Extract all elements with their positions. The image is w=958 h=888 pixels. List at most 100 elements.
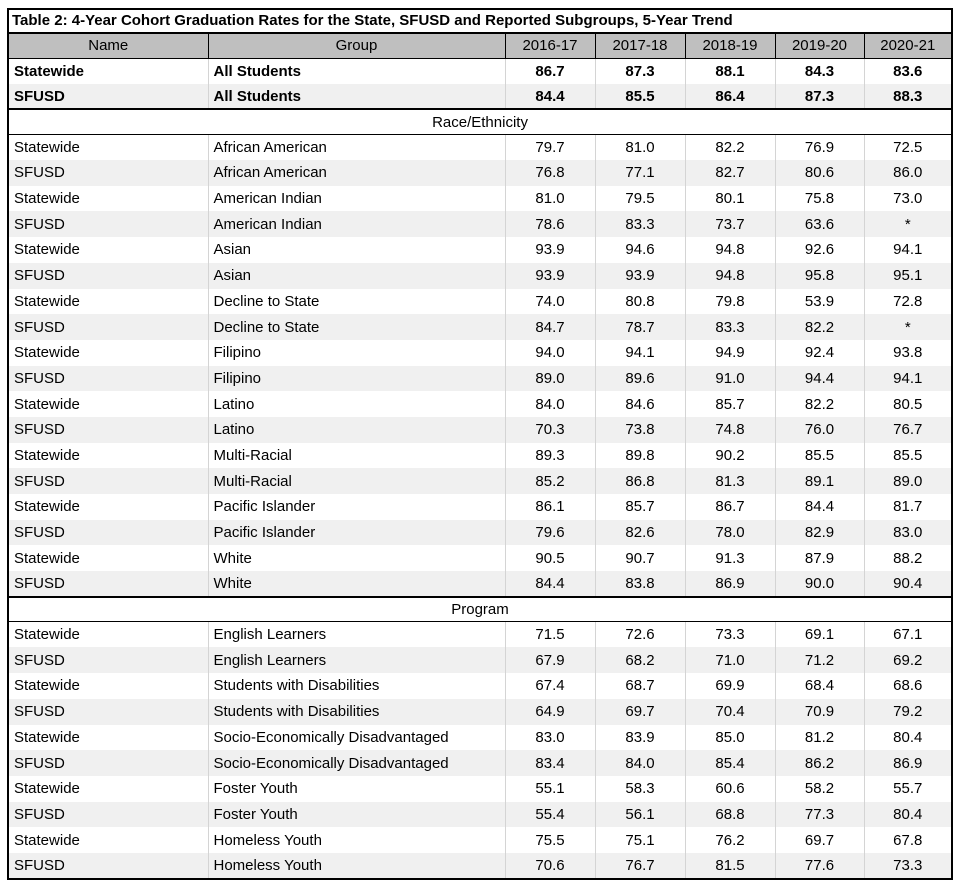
- value-cell: 80.6: [774, 160, 864, 186]
- value-cell: 68.2: [594, 647, 685, 674]
- column-header-2019-20: 2019-20: [774, 33, 864, 59]
- value-cell: 69.2: [863, 647, 953, 674]
- value-cell: 71.2: [774, 647, 864, 674]
- value-cell: 86.9: [684, 571, 775, 597]
- name-cell: Statewide: [14, 446, 80, 464]
- section-label: Program: [8, 595, 953, 623]
- value-cell: 92.6: [774, 237, 864, 263]
- value-cell: 79.8: [684, 288, 775, 315]
- group-cell: Homeless Youth: [207, 827, 505, 853]
- value-cell: 94.6: [594, 237, 685, 263]
- value-cell: 67.1: [863, 621, 953, 648]
- value-cell: 93.9: [594, 262, 685, 289]
- name-cell: Statewide: [14, 677, 80, 695]
- value-cell: 53.9: [774, 288, 864, 315]
- value-cell: 82.6: [594, 519, 685, 546]
- value-cell: 85.7: [684, 391, 775, 417]
- group-cell: Latino: [207, 391, 505, 417]
- group-cell: Students with Disabilities: [207, 698, 505, 725]
- value-cell: 94.8: [684, 237, 775, 263]
- value-cell: 81.5: [684, 852, 775, 879]
- value-cell: 70.6: [504, 852, 595, 879]
- value-cell: 83.8: [594, 571, 685, 597]
- group-cell: All Students: [207, 83, 505, 110]
- value-cell: 83.9: [594, 724, 685, 751]
- value-cell: 77.1: [594, 160, 685, 186]
- group-cell: Filipino: [207, 365, 505, 392]
- value-cell: 55.4: [504, 801, 595, 828]
- value-cell: 83.3: [684, 314, 775, 340]
- value-cell: 69.9: [684, 673, 775, 699]
- group-cell: American Indian: [207, 185, 505, 212]
- value-cell: 74.8: [684, 416, 775, 443]
- group-cell: Socio-Economically Disadvantaged: [207, 724, 505, 751]
- value-cell: 60.6: [684, 775, 775, 802]
- table-row: Statewide Students with Disabilities 67.4 6…: [8, 673, 953, 699]
- value-cell: 93.9: [504, 237, 595, 263]
- value-cell: 95.1: [863, 262, 953, 289]
- value-cell: 67.4: [504, 673, 595, 699]
- value-cell: 68.6: [863, 673, 953, 699]
- value-cell: 89.6: [594, 365, 685, 392]
- table-row: SFUSD Socio-Economically Disadvantaged 83.…: [8, 750, 953, 776]
- name-cell: Statewide: [14, 728, 80, 746]
- value-cell: 67.9: [504, 647, 595, 674]
- name-cell: SFUSD: [14, 524, 65, 542]
- name-cell: SFUSD: [14, 215, 65, 233]
- table-title: Table 2: 4-Year Cohort Graduation Rates …: [8, 9, 953, 34]
- value-cell: 82.2: [774, 391, 864, 417]
- value-cell: 78.6: [504, 211, 595, 238]
- group-cell: All Students: [207, 58, 505, 84]
- value-cell: 90.2: [684, 442, 775, 469]
- group-cell: Filipino: [207, 339, 505, 366]
- group-cell: English Learners: [207, 621, 505, 648]
- value-cell: 94.1: [594, 339, 685, 366]
- value-cell: 94.4: [774, 365, 864, 392]
- value-cell: 73.3: [863, 852, 953, 879]
- value-cell: 85.5: [594, 83, 685, 110]
- value-cell: 86.8: [594, 468, 685, 494]
- name-cell: Statewide: [14, 344, 80, 362]
- value-cell: 80.4: [863, 724, 953, 751]
- value-cell: 84.0: [594, 750, 685, 776]
- value-cell: 82.9: [774, 519, 864, 546]
- value-cell: 84.6: [594, 391, 685, 417]
- group-cell: Asian: [207, 237, 505, 263]
- value-cell: 82.2: [774, 314, 864, 340]
- value-cell: 55.7: [863, 775, 953, 802]
- value-cell: 76.2: [684, 827, 775, 853]
- value-cell: 76.7: [863, 416, 953, 443]
- name-cell: Statewide: [14, 395, 80, 413]
- column-header-2018-19: 2018-19: [684, 33, 775, 59]
- value-cell: 89.0: [863, 468, 953, 494]
- table-row: Statewide All Students 86.7 87.3 88.1 84.3 83.…: [8, 58, 953, 84]
- value-cell: 71.0: [684, 647, 775, 674]
- value-cell: 84.3: [774, 58, 864, 84]
- value-cell: 79.5: [594, 185, 685, 212]
- value-cell: 69.7: [594, 698, 685, 725]
- value-cell: 71.5: [504, 621, 595, 648]
- value-cell: 90.5: [504, 545, 595, 572]
- value-cell: 90.0: [774, 571, 864, 597]
- value-cell: 58.3: [594, 775, 685, 802]
- value-cell: 87.9: [774, 545, 864, 572]
- value-cell: 73.7: [684, 211, 775, 238]
- table-row: Statewide Pacific Islander 86.1 85.7 86.7 84.…: [8, 494, 953, 520]
- value-cell: 84.0: [504, 391, 595, 417]
- value-cell: 78.7: [594, 314, 685, 340]
- value-cell: *: [863, 211, 953, 238]
- value-cell: 68.8: [684, 801, 775, 828]
- value-cell: 76.9: [774, 134, 864, 161]
- header-row: Name Group 2016-17 2017-18 2018-19 2019-…: [8, 33, 953, 59]
- value-cell: 76.7: [594, 852, 685, 879]
- table-row: Statewide American Indian 81.0 79.5 80.1 75.8…: [8, 185, 953, 212]
- name-cell: SFUSD: [14, 856, 65, 874]
- value-cell: 79.2: [863, 698, 953, 725]
- value-cell: 73.3: [684, 621, 775, 648]
- table-row: Statewide Latino 84.0 84.6 85.7 82.2 80.5: [8, 391, 953, 417]
- value-cell: 82.2: [684, 134, 775, 161]
- table-row: SFUSD Latino 70.3 73.8 74.8 76.0 76.7: [8, 416, 953, 443]
- name-cell: Statewide: [14, 292, 80, 310]
- value-cell: 89.8: [594, 442, 685, 469]
- table-row: Statewide Homeless Youth 75.5 75.1 76.2 69.7 6…: [8, 827, 953, 853]
